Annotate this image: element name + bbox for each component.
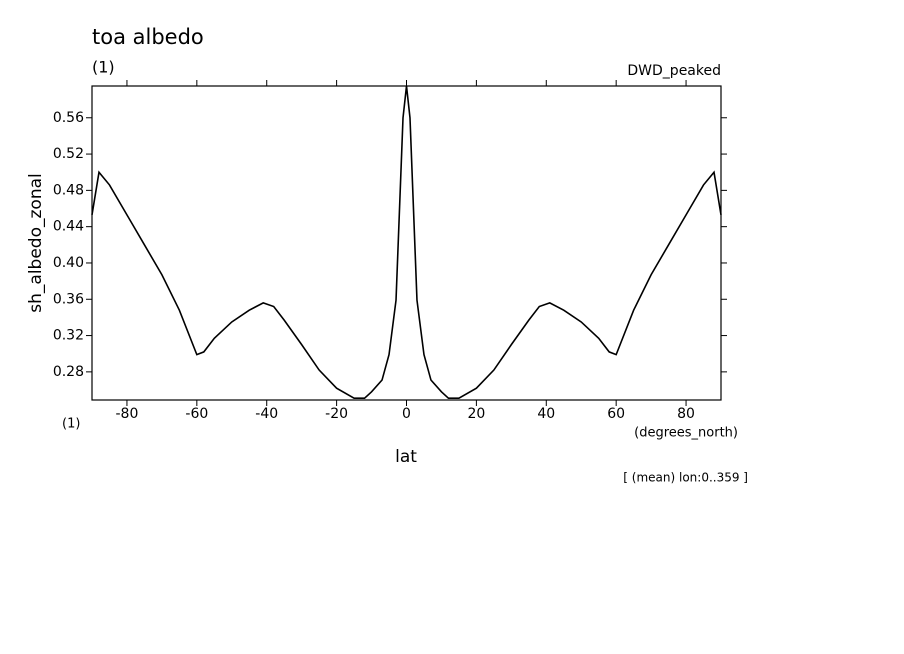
y-tick-label: 0.40 xyxy=(53,255,84,271)
y-tick-label: 0.28 xyxy=(53,364,84,380)
y-tick-label: 0.32 xyxy=(53,328,84,344)
x-tick-label: -40 xyxy=(255,406,278,422)
dataset-label: DWD_peaked xyxy=(627,63,721,79)
x-units: (degrees_north) xyxy=(634,426,738,441)
x-tick-label: 80 xyxy=(677,406,695,422)
y-tick-label: 0.44 xyxy=(53,219,84,235)
data-line xyxy=(91,85,722,399)
y-units: (1) xyxy=(62,417,80,432)
x-tick-label: -20 xyxy=(325,406,348,422)
plot-frame xyxy=(91,85,722,401)
x-tick-label: -60 xyxy=(185,406,208,422)
x-axis-label: lat xyxy=(395,447,417,467)
x-tick-label: 60 xyxy=(607,406,625,422)
y-tick-label: 0.36 xyxy=(53,291,84,307)
y-axis-label: sh_albedo_zonal xyxy=(26,173,46,312)
y-tick-label: 0.52 xyxy=(53,146,84,162)
subtitle: (1) xyxy=(92,58,115,77)
x-tick-label: 20 xyxy=(467,406,485,422)
x-tick-label: -80 xyxy=(116,406,139,422)
x-tick-label: 0 xyxy=(402,406,411,422)
y-tick-label: 0.48 xyxy=(53,182,84,198)
x-tick-label: 40 xyxy=(537,406,555,422)
y-tick-label: 0.56 xyxy=(53,110,84,126)
note: [ (mean) lon:0..359 ] xyxy=(623,471,748,485)
chart-title: toa albedo xyxy=(92,25,204,49)
